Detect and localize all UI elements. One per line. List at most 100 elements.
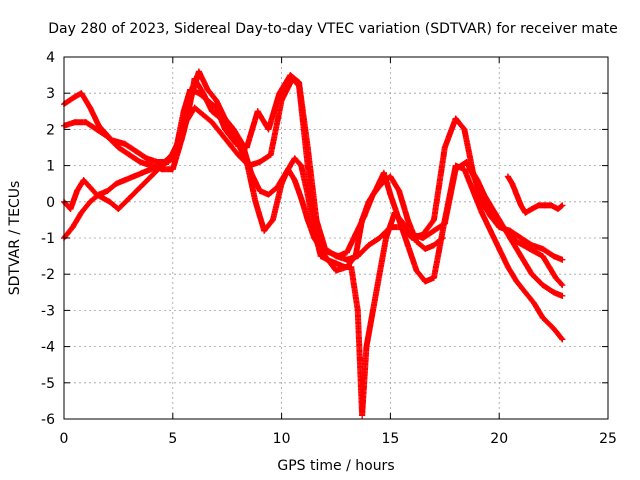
data-point bbox=[404, 216, 411, 223]
y-tick-label: -5 bbox=[41, 376, 55, 392]
data-point bbox=[252, 198, 259, 205]
data-point bbox=[185, 111, 192, 118]
data-point bbox=[361, 213, 368, 220]
data-point bbox=[348, 263, 355, 270]
data-point bbox=[254, 108, 261, 115]
data-series bbox=[61, 68, 566, 419]
data-point bbox=[359, 412, 366, 419]
data-point bbox=[422, 278, 429, 285]
data-point bbox=[500, 224, 507, 231]
data-point bbox=[71, 119, 78, 126]
data-point bbox=[148, 173, 155, 180]
data-point bbox=[513, 238, 520, 245]
data-point bbox=[487, 206, 494, 213]
data-point bbox=[78, 209, 85, 216]
data-point bbox=[93, 126, 100, 133]
data-point bbox=[304, 191, 311, 198]
x-tick-label: 10 bbox=[273, 431, 291, 447]
data-point bbox=[74, 187, 81, 194]
data-point bbox=[391, 209, 398, 216]
data-point bbox=[296, 82, 303, 89]
data-point bbox=[550, 289, 557, 296]
data-point bbox=[439, 235, 446, 241]
data-point bbox=[376, 271, 383, 278]
data-point bbox=[517, 253, 524, 260]
data-point bbox=[333, 260, 339, 267]
data-point bbox=[520, 242, 527, 249]
data-point bbox=[478, 209, 485, 216]
data-point bbox=[156, 162, 163, 169]
data-point bbox=[278, 180, 285, 187]
data-point bbox=[365, 242, 372, 249]
data-point bbox=[265, 126, 272, 133]
x-tick-label: 0 bbox=[60, 431, 69, 447]
data-point bbox=[539, 253, 546, 260]
data-point bbox=[461, 166, 468, 173]
data-point bbox=[517, 235, 524, 241]
data-point bbox=[287, 72, 294, 79]
data-point bbox=[513, 278, 520, 285]
data-point bbox=[191, 75, 198, 82]
data-point bbox=[354, 307, 361, 314]
data-point bbox=[106, 198, 113, 205]
data-point bbox=[352, 231, 359, 238]
data-point bbox=[304, 162, 311, 169]
data-point bbox=[132, 148, 139, 155]
data-point bbox=[441, 220, 448, 227]
data-point bbox=[504, 263, 511, 270]
data-point bbox=[550, 325, 557, 332]
data-point bbox=[341, 263, 348, 270]
data-point bbox=[539, 282, 546, 289]
data-point bbox=[376, 235, 383, 241]
y-tick-label: -1 bbox=[41, 231, 55, 247]
data-point bbox=[550, 253, 557, 260]
x-tick-label: 25 bbox=[599, 431, 617, 447]
data-point bbox=[522, 289, 529, 296]
data-point bbox=[226, 126, 233, 133]
data-point bbox=[559, 336, 566, 343]
data-point bbox=[528, 206, 535, 213]
data-point bbox=[208, 108, 215, 115]
data-point bbox=[352, 253, 359, 260]
y-tick-label: 2 bbox=[46, 122, 55, 138]
data-point bbox=[467, 166, 474, 173]
y-tick-label: -3 bbox=[41, 303, 55, 319]
data-point bbox=[139, 169, 146, 176]
data-point bbox=[378, 180, 385, 187]
data-point bbox=[496, 245, 503, 252]
data-point bbox=[559, 256, 566, 263]
data-point bbox=[208, 119, 215, 126]
x-tick-label: 5 bbox=[168, 431, 177, 447]
grid bbox=[64, 57, 608, 419]
data-point bbox=[121, 177, 128, 184]
data-point bbox=[285, 166, 292, 173]
data-point bbox=[278, 97, 285, 104]
data-point bbox=[104, 133, 111, 140]
y-tick-label: 4 bbox=[46, 50, 55, 66]
data-point bbox=[269, 216, 276, 223]
data-point bbox=[217, 115, 224, 122]
data-point bbox=[256, 187, 263, 194]
data-point bbox=[143, 155, 150, 162]
data-point bbox=[343, 256, 350, 263]
data-point bbox=[548, 202, 555, 209]
data-point bbox=[148, 166, 155, 173]
data-point bbox=[235, 151, 242, 158]
data-point bbox=[126, 151, 133, 158]
data-point bbox=[169, 166, 176, 173]
data-point bbox=[470, 187, 477, 194]
data-point bbox=[317, 245, 324, 252]
data-point bbox=[171, 148, 178, 155]
data-point bbox=[343, 249, 350, 256]
data-point bbox=[526, 245, 533, 252]
data-point bbox=[165, 155, 172, 162]
data-point bbox=[420, 235, 427, 241]
data-point bbox=[67, 206, 74, 213]
data-point bbox=[452, 166, 459, 173]
data-point bbox=[95, 191, 102, 198]
x-tick-label: 20 bbox=[490, 431, 508, 447]
data-point bbox=[487, 227, 494, 234]
data-point bbox=[243, 158, 250, 165]
data-point bbox=[213, 97, 220, 104]
